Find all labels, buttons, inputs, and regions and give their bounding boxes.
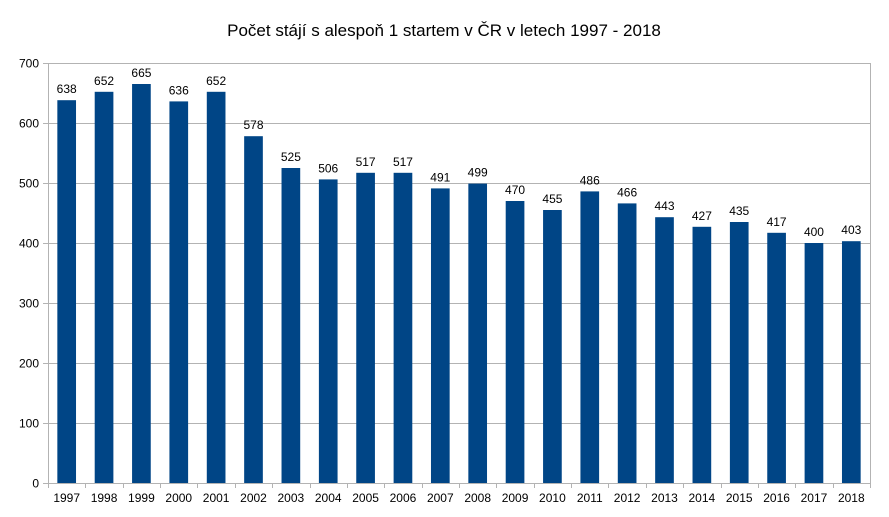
- x-tick-label-2010: 2010: [539, 491, 566, 505]
- bar-1998: [94, 91, 114, 484]
- bar-2017: [804, 243, 824, 483]
- bar-2000: [169, 101, 189, 484]
- x-tick-label-1998: 1998: [91, 491, 118, 505]
- data-label-2011: 486: [580, 173, 600, 187]
- bars: [57, 84, 861, 484]
- data-label-2007: 491: [430, 170, 450, 184]
- x-tick-label-2004: 2004: [315, 491, 342, 505]
- bar-2013: [655, 217, 674, 483]
- bar-2011: [580, 191, 600, 483]
- y-tick-label: 300: [19, 297, 39, 311]
- data-label-1999: 665: [131, 66, 151, 80]
- data-label-2005: 517: [356, 155, 376, 169]
- data-label-2018: 403: [841, 223, 861, 237]
- bar-2015: [729, 222, 749, 483]
- y-tick-label: 400: [19, 237, 39, 251]
- x-tick-label-2000: 2000: [165, 491, 192, 505]
- data-label-2012: 466: [617, 185, 637, 199]
- x-tick-label-1999: 1999: [128, 491, 155, 505]
- data-label-1998: 652: [94, 74, 114, 88]
- data-label-2009: 470: [505, 183, 525, 197]
- x-tick-label-2001: 2001: [203, 491, 230, 505]
- data-label-2015: 435: [729, 204, 749, 218]
- bar-2009: [505, 201, 525, 483]
- bar-2016: [767, 232, 786, 483]
- data-label-2001: 652: [206, 74, 226, 88]
- x-tick-label-2018: 2018: [838, 491, 865, 505]
- data-label-2014: 427: [692, 209, 712, 223]
- bar-2018: [841, 241, 861, 483]
- bar-1997: [57, 100, 77, 483]
- x-tick-label-2016: 2016: [763, 491, 790, 505]
- bar-1999: [132, 84, 151, 483]
- data-label-2004: 506: [318, 161, 338, 175]
- chart-title: Počet stájí s alespoň 1 startem v ČR v l…: [227, 21, 661, 40]
- bar-2004: [318, 179, 338, 483]
- x-axis-ticks: 1997 1998 1999 2000 2001 2002 2003 2004 2005 2006…: [53, 491, 865, 505]
- x-tick-label-2002: 2002: [240, 491, 267, 505]
- bar-2006: [393, 172, 413, 484]
- x-tick-label-2013: 2013: [651, 491, 678, 505]
- bar-2007: [430, 188, 450, 483]
- bar-2005: [356, 172, 375, 484]
- data-label-1997: 638: [57, 82, 77, 96]
- bar-2003: [281, 168, 301, 483]
- x-tick-label-2017: 2017: [801, 491, 828, 505]
- y-tick-label: 500: [19, 177, 39, 191]
- data-label-2017: 400: [804, 225, 824, 239]
- y-tick-label: 200: [19, 357, 39, 371]
- bar-2008: [468, 183, 488, 483]
- x-tick-label-2005: 2005: [352, 491, 379, 505]
- x-tick-label-2009: 2009: [502, 491, 529, 505]
- bar-2010: [543, 210, 562, 483]
- data-label-2000: 636: [169, 83, 189, 97]
- data-labels: 638 652 665 636 652 578 525 506 517 517 491 499 470 4…: [57, 66, 862, 239]
- y-tick-label: 0: [32, 477, 39, 491]
- bar-2012: [617, 203, 637, 483]
- data-label-2010: 455: [542, 192, 562, 206]
- bar-2001: [206, 91, 226, 484]
- y-tick-label: 100: [19, 417, 39, 431]
- x-tick-label-2006: 2006: [390, 491, 417, 505]
- x-tick-label-2014: 2014: [689, 491, 716, 505]
- data-label-2013: 443: [654, 199, 674, 213]
- y-tick-label: 600: [19, 117, 39, 131]
- x-tick-label-2011: 2011: [577, 491, 603, 505]
- data-label-2006: 517: [393, 155, 413, 169]
- x-tick-label-2015: 2015: [726, 491, 753, 505]
- data-label-2016: 417: [767, 215, 787, 229]
- data-label-2003: 525: [281, 150, 301, 164]
- y-axis-ticks: 0 100 200 300 400 500 600 700: [19, 57, 39, 491]
- x-tick-label-2008: 2008: [464, 491, 491, 505]
- bar-2014: [692, 226, 712, 484]
- bar-2002: [244, 136, 263, 483]
- x-tick-label-2007: 2007: [427, 491, 454, 505]
- data-label-2002: 578: [243, 118, 263, 132]
- x-tick-label-2012: 2012: [614, 491, 641, 505]
- x-tick-label-2003: 2003: [278, 491, 305, 505]
- x-tick-label-1997: 1997: [53, 491, 80, 505]
- data-label-2008: 499: [468, 166, 488, 180]
- y-tick-label: 700: [19, 57, 39, 71]
